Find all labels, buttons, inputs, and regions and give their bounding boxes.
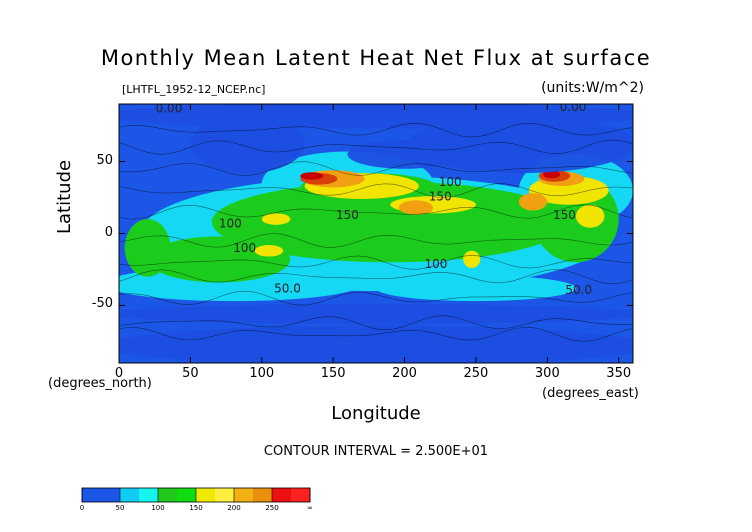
contour-label-4: 150 (429, 189, 452, 203)
contour-line-0 (119, 122, 633, 138)
contour-label-8: 100 (439, 175, 462, 189)
contour-line-1 (119, 139, 633, 155)
colorbar-label: 150 (189, 504, 203, 512)
lowflux-arctic (119, 104, 633, 129)
contour-line-9 (119, 315, 633, 331)
lowflux-eurasia (407, 115, 633, 174)
contour-line-5 (119, 233, 633, 248)
x-tick-label: 100 (249, 366, 275, 381)
y-tick-label: 0 (104, 224, 113, 240)
contour-line-8 (119, 290, 633, 306)
contour-label-9: 100 (425, 257, 448, 271)
lowflux-north-pacific (347, 139, 462, 169)
flux-region-b50-4 (376, 275, 576, 302)
contour-label-11: 50.0 (565, 283, 592, 297)
x-tick-label: 150 (320, 366, 346, 381)
contour-label-10: 50.0 (274, 281, 301, 295)
colorbar-swatch-7 (215, 488, 235, 502)
colorbar-swatch-6 (196, 488, 216, 502)
x-tick-label: 200 (392, 366, 417, 381)
colorbar-swatch-10 (272, 488, 292, 502)
colorbar-swatch-11 (291, 488, 311, 502)
colorbar-swatch-3 (139, 488, 159, 502)
flux-region-b150-14 (254, 245, 284, 257)
contour-label-0: 0.00 (156, 102, 183, 116)
colorbar-label: 200 (227, 504, 241, 512)
x-tick-label: 250 (463, 366, 489, 381)
lowflux-southern-ocean (119, 304, 633, 325)
contour-line-7 (119, 269, 633, 284)
flux-region-b200-18 (518, 193, 548, 211)
colorbar-swatch-0 (82, 488, 102, 502)
contour-line-3 (119, 183, 633, 198)
contour-line-2 (119, 161, 633, 176)
colorbar-label: 0 (79, 504, 85, 512)
x-tick-label: 300 (534, 366, 560, 381)
flux-region-b150-13 (575, 204, 605, 228)
flux-region-b100-6 (147, 236, 291, 283)
flux-region-b100-5 (211, 181, 569, 263)
flux-region-b150-15 (463, 250, 481, 269)
colorbar-label: 50 (115, 504, 125, 512)
lowflux-antarctica (119, 325, 633, 363)
colorbar-swatch-4 (158, 488, 178, 502)
chart-title: Monthly Mean Latent Heat Net Flux at sur… (100, 46, 652, 70)
x-axis-units: (degrees_east) (542, 386, 639, 401)
contour-line-10 (119, 326, 633, 342)
flux-region-b150-16 (261, 213, 291, 225)
colorbar-swatch-8 (234, 488, 254, 502)
colorbar-swatch-1 (101, 488, 121, 502)
colorbar-label: ∞ (307, 504, 313, 512)
x-tick-label: 350 (606, 366, 632, 381)
units-label: (units:W/m^2) (541, 80, 644, 96)
lowflux-north-america (190, 115, 305, 174)
x-tick-label: 0 (114, 366, 124, 381)
y-axis-units: (degrees_north) (48, 376, 152, 391)
y-tick-label: -50 (91, 296, 113, 312)
contour-interval: CONTOUR INTERVAL = 2.500E+01 (263, 444, 489, 459)
flux-region-b275-23 (300, 172, 324, 180)
flux-region-b200-17 (398, 200, 434, 215)
colorbar-swatch-9 (253, 488, 273, 502)
colorbar-swatch-5 (177, 488, 197, 502)
file-label: [LHTFL_1952-12_NCEP.nc] (122, 83, 266, 96)
contour-line-6 (119, 255, 633, 270)
contour-label-6: 100 (219, 217, 242, 231)
colorbar-swatch-2 (120, 488, 140, 502)
contour-label-5: 150 (553, 208, 576, 222)
flux-region-b100-7 (124, 219, 171, 277)
contour-label-2: 0.00 (560, 100, 587, 114)
contour-label-3: 150 (336, 208, 359, 222)
y-tick-label: 50 (96, 152, 113, 168)
flux-region-b275-24 (543, 170, 561, 179)
x-axis-label: Longitude (331, 403, 421, 424)
x-tick-label: 50 (182, 366, 199, 381)
contour-label-7: 100 (233, 241, 256, 255)
contour-line-4 (119, 204, 633, 220)
colorbar-label: 250 (265, 504, 279, 512)
colorbar-label: 100 (151, 504, 165, 512)
